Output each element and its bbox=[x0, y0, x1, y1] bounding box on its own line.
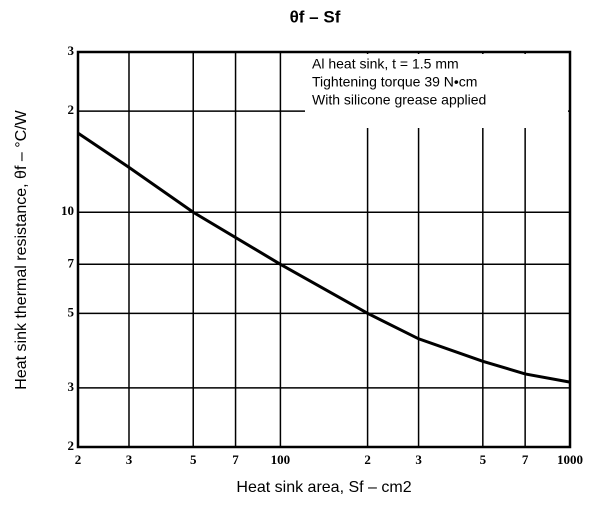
x-tick-label: 3 bbox=[415, 452, 422, 467]
x-tick-label: 3 bbox=[126, 452, 133, 467]
y-tick-label: 5 bbox=[68, 304, 75, 319]
curve bbox=[77, 131, 571, 384]
y-tick-label: 3 bbox=[68, 379, 75, 394]
annotation-box bbox=[305, 54, 568, 128]
chart-title: θf – Sf bbox=[290, 7, 341, 26]
annotation: With silicone grease applied bbox=[312, 92, 486, 108]
x-tick-label: 100 bbox=[271, 452, 291, 467]
plot-frame bbox=[76, 50, 572, 449]
y-tick-label: 7 bbox=[68, 255, 75, 270]
x-tick-label: 5 bbox=[190, 452, 197, 467]
x-tick-label: 7 bbox=[522, 452, 529, 467]
y-axis-label: Heat sink thermal resistance, θf – °C/W bbox=[13, 109, 30, 389]
y-tick-label: 2 bbox=[68, 102, 75, 117]
x-tick-label: 1000 bbox=[557, 452, 583, 467]
annotation: Al heat sink, t = 1.5 mm bbox=[312, 56, 459, 72]
x-axis-label: Heat sink area, Sf – cm2 bbox=[236, 479, 411, 496]
y-tick-label: 3 bbox=[68, 43, 75, 58]
x-tick-label: 2 bbox=[75, 452, 82, 467]
annotation: Tightening torque 39 N•cm bbox=[312, 74, 477, 90]
x-tick-label: 5 bbox=[480, 452, 487, 467]
x-tick-label: 7 bbox=[232, 452, 239, 467]
y-tick-label: 10 bbox=[61, 203, 74, 218]
x-tick-label: 2 bbox=[364, 452, 371, 467]
y-tick-label: 2 bbox=[68, 438, 75, 453]
